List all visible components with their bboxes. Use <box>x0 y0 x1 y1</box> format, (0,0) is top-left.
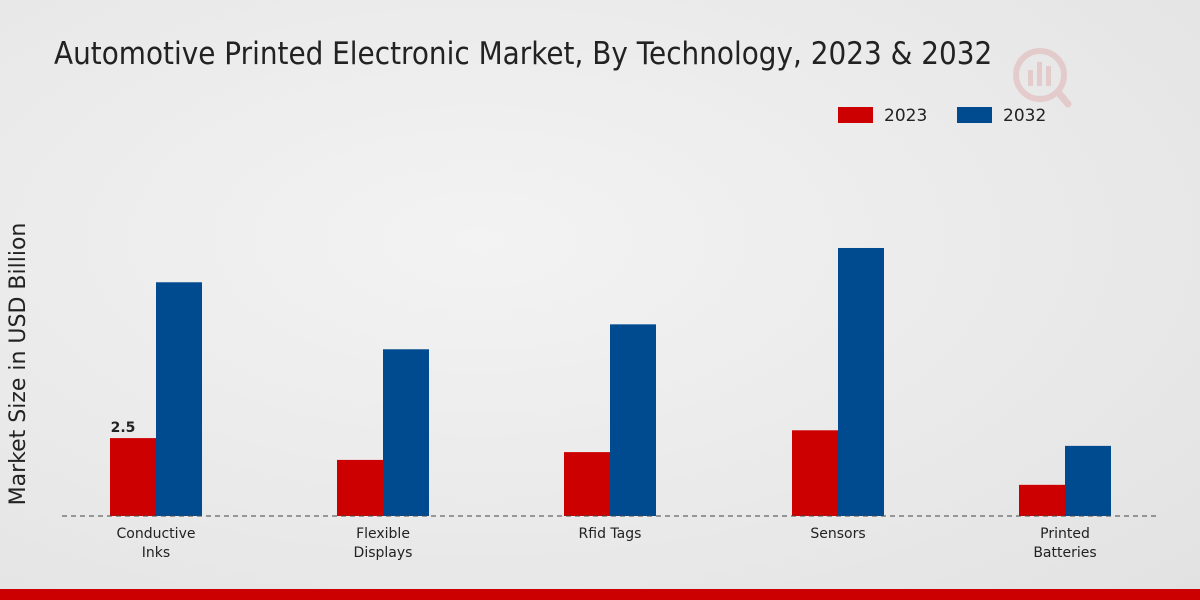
data-label-0: 2.5 <box>111 420 136 436</box>
bar-2023-3 <box>792 430 838 516</box>
chart-title: Automotive Printed Electronic Market, By… <box>54 36 993 72</box>
bar-2032-2 <box>610 324 656 516</box>
bar-2023-2 <box>564 452 610 516</box>
legend-label-2023: 2023 <box>884 106 927 126</box>
legend-label-2032: 2032 <box>1003 106 1046 126</box>
x-tick-labels: Conductive Inks Flexible Displays Rfid Tags S… <box>117 526 1097 561</box>
bar-2032-0 <box>156 282 202 516</box>
y-axis-title: Market Size in USD Billion <box>6 223 31 506</box>
bar-2032-1 <box>383 349 429 516</box>
legend-swatch-2023 <box>838 107 873 123</box>
x-tick-label-1: Flexible Displays <box>354 526 413 561</box>
bars-group: 2.5 <box>110 247 1111 516</box>
legend: 2023 2032 <box>838 106 1046 126</box>
bar-2032-4 <box>1065 445 1111 516</box>
bar-2023-1 <box>337 459 383 516</box>
bar-2032-3 <box>838 247 884 516</box>
x-tick-label-2: Rfid Tags <box>579 526 642 542</box>
x-tick-label-4: Printed Batteries <box>1033 526 1096 561</box>
bar-2023-4 <box>1019 484 1065 516</box>
legend-swatch-2032 <box>957 107 992 123</box>
brand-footer-bar <box>0 589 1200 600</box>
bar-2023-0 <box>110 438 156 516</box>
x-tick-label-0: Conductive Inks <box>117 526 196 561</box>
x-tick-label-3: Sensors <box>810 526 865 542</box>
watermark-logo <box>1013 48 1072 108</box>
